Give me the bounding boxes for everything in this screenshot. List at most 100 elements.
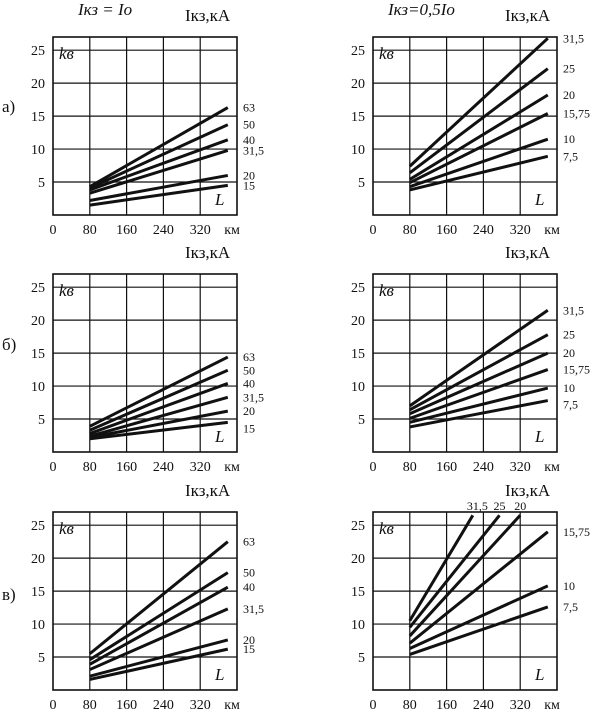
x-tick-label: 80 (403, 223, 417, 238)
row-marker: в) (2, 585, 16, 604)
x-tick-label: 0 (50, 223, 57, 238)
x-tick-label: 80 (83, 698, 97, 713)
series-label: 31,5 (243, 390, 264, 404)
series-label: 7,5 (563, 600, 578, 614)
series-label: 63 (243, 535, 255, 549)
series-line (409, 154, 549, 192)
series-label: 31,5 (243, 602, 264, 616)
series-label: 20 (243, 633, 255, 647)
series-label: 10 (563, 381, 575, 395)
series-line (89, 173, 229, 202)
y-axis-label: kв (379, 44, 395, 63)
series-line (88, 571, 229, 661)
series-label: 25 (494, 499, 506, 513)
y-tick-label: 20 (351, 77, 365, 92)
y-axis-label: kв (379, 519, 395, 538)
series-label: 40 (243, 376, 255, 390)
series-label: 20 (563, 88, 575, 102)
series-unit-label: Iкз,кА (185, 481, 231, 500)
x-tick-label: 160 (436, 223, 457, 238)
y-tick-label: 25 (31, 519, 45, 534)
series-label: 63 (243, 350, 255, 364)
x-tick-label: 160 (436, 460, 457, 475)
y-tick-label: 25 (31, 281, 45, 296)
series-unit-label: Iкз,кА (185, 243, 231, 262)
series-line (89, 123, 229, 190)
series-label: 20 (243, 404, 255, 418)
y-tick-label: 15 (351, 347, 365, 362)
x-axis-label: L (214, 190, 224, 209)
plot-frame (372, 273, 558, 453)
x-unit-label: км (224, 223, 240, 238)
panel-header: Iкз=0,5Iо (387, 0, 455, 19)
y-tick-label: 15 (31, 110, 45, 125)
x-tick-label: 160 (116, 223, 137, 238)
x-unit-label: км (224, 698, 240, 713)
y-tick-label: 5 (358, 176, 365, 191)
x-tick-label: 80 (403, 698, 417, 713)
x-tick-label: 0 (370, 223, 377, 238)
x-tick-label: 240 (473, 223, 494, 238)
series-label: 15 (243, 421, 255, 435)
series-line (89, 368, 229, 432)
x-tick-label: 240 (153, 698, 174, 713)
x-axis-label: L (534, 427, 544, 446)
series-line (408, 514, 522, 637)
x-tick-label: 0 (370, 460, 377, 475)
y-axis-label: kв (59, 519, 75, 538)
x-tick-label: 320 (190, 460, 211, 475)
series-line (408, 67, 549, 175)
y-tick-label: 20 (351, 552, 365, 567)
y-tick-label: 15 (351, 585, 365, 600)
series-unit-label: Iкз,кА (505, 481, 551, 500)
series-label: 25 (563, 62, 575, 76)
series-label: 20 (243, 168, 255, 182)
series-label: 50 (243, 363, 255, 377)
series-label: 40 (243, 133, 255, 147)
x-axis-label: L (214, 427, 224, 446)
series-line (89, 647, 229, 681)
y-tick-label: 25 (351, 519, 365, 534)
y-tick-label: 20 (31, 314, 45, 329)
plot-frame (52, 273, 238, 453)
series-label: 31,5 (467, 499, 488, 513)
series-line (409, 605, 549, 656)
chart-panel-3: 5 10 15 20 25 0 80 160 240 320 км kв L Iкз,кА 63504031… (31, 243, 264, 475)
series-label: 7,5 (563, 149, 578, 163)
series-label: 40 (243, 580, 255, 594)
x-tick-label: 160 (436, 698, 457, 713)
series-line (409, 386, 549, 424)
y-tick-label: 5 (38, 176, 45, 191)
chart-panel-6: 5 10 15 20 25 0 80 160 240 320 км kв L Iкз,кА 31,5 25 20… (351, 481, 590, 713)
series-label: 31,5 (563, 303, 584, 317)
y-tick-label: 15 (31, 347, 45, 362)
series-line (409, 584, 549, 650)
series-line (409, 333, 549, 412)
series-label: 15,75 (563, 363, 590, 377)
x-axis-label: L (534, 190, 544, 209)
series-line (89, 395, 229, 438)
x-unit-label: км (224, 460, 240, 475)
y-tick-label: 25 (351, 44, 365, 59)
series-label: 25 (563, 328, 575, 342)
panel-header: Iкз = Iо (77, 0, 132, 19)
series-line (409, 351, 549, 416)
y-tick-label: 5 (358, 651, 365, 666)
x-unit-label: км (544, 460, 560, 475)
series-line (409, 137, 549, 189)
x-axis-label: L (534, 665, 544, 684)
series-line (409, 368, 549, 420)
series-label: 20 (514, 499, 526, 513)
x-tick-label: 80 (403, 460, 417, 475)
series-label: 7,5 (563, 398, 578, 412)
series-line (408, 514, 501, 629)
y-tick-label: 10 (351, 143, 365, 158)
y-tick-label: 15 (351, 110, 365, 125)
series-label: 15 (243, 178, 255, 192)
series-unit-label: Iкз,кА (505, 243, 551, 262)
x-tick-label: 0 (370, 698, 377, 713)
series-line (89, 585, 229, 666)
series-label: 63 (243, 101, 255, 115)
